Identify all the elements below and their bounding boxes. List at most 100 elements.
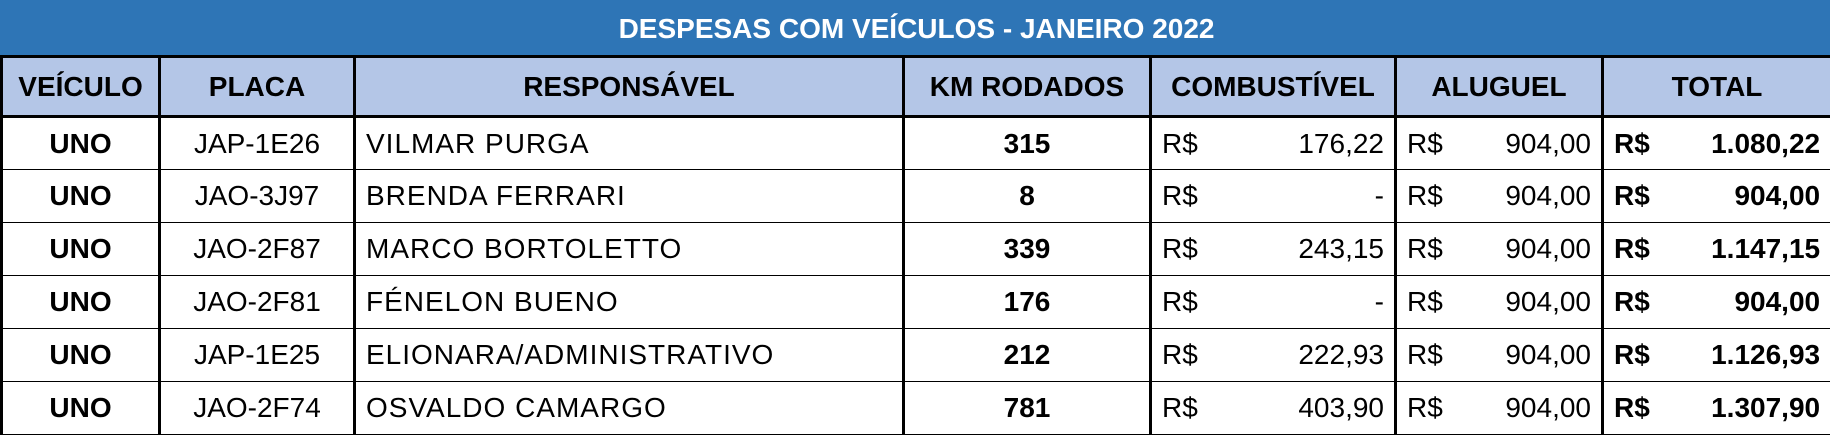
fuel-currency: R$ [1162, 286, 1198, 317]
rent-amount: 904,00 [1505, 286, 1591, 317]
table-body: UNO JAP-1E26 VILMAR PURGA 315 R$ 176,22 R$ 904,… [0, 116, 1830, 435]
rent-amount: 904,00 [1505, 233, 1591, 264]
km: 781 [902, 381, 1152, 435]
total-currency: R$ [1614, 339, 1650, 370]
rent-cell: R$ 904,00 [1394, 381, 1604, 435]
money: R$ 904,00 [1407, 233, 1591, 265]
money: R$ 403,90 [1162, 392, 1384, 424]
data-row: UNO JAO-2F87 MARCO BORTOLETTO 339 R$ 243,15 R$… [0, 222, 1830, 276]
vehicle: UNO [0, 328, 161, 382]
column-header: PLACA [158, 55, 356, 118]
data-row: UNO JAO-3J97 BRENDA FERRARI 8 R$ - R$ 904,00 R$ 9… [0, 169, 1830, 223]
fuel-cell: R$ 243,15 [1149, 222, 1397, 276]
responsible: OSVALDO CAMARGO [353, 381, 905, 435]
vehicle: UNO [0, 116, 161, 170]
money: R$ 176,22 [1162, 128, 1384, 160]
total-amount: 1.080,22 [1711, 127, 1821, 159]
total-amount: 904,00 [1734, 180, 1821, 211]
responsible: FÉNELON BUENO [353, 275, 905, 329]
total-currency: R$ [1614, 233, 1650, 264]
table-title: DESPESAS COM VEÍCULOS - JANEIRO 2022 [0, 0, 1830, 58]
title-row: DESPESAS COM VEÍCULOS - JANEIRO 2022 [0, 0, 1830, 58]
km: 315 [902, 116, 1152, 170]
rent-cell: R$ 904,00 [1394, 169, 1604, 223]
fuel-cell: R$ - [1149, 169, 1397, 223]
data-row: UNO JAO-2F74 OSVALDO CAMARGO 781 R$ 403,90 R$ 9… [0, 381, 1830, 435]
km: 212 [902, 328, 1152, 382]
money: R$ 904,00 [1614, 286, 1820, 318]
total-cell: R$ 1.080,22 [1600, 116, 1830, 170]
plate: JAO-2F74 [158, 381, 356, 435]
fuel-currency: R$ [1162, 392, 1198, 423]
total-amount: 1.307,90 [1711, 392, 1821, 423]
rent-currency: R$ [1407, 392, 1443, 423]
total-amount: 904,00 [1734, 286, 1821, 317]
money: R$ 904,00 [1614, 180, 1820, 212]
money: R$ 904,00 [1407, 286, 1591, 318]
rent-currency: R$ [1407, 127, 1443, 159]
data-row: UNO JAO-2F81 FÉNELON BUENO 176 R$ - R$ 904,00 R$… [0, 275, 1830, 329]
total-currency: R$ [1614, 392, 1650, 423]
total-cell: R$ 1.126,93 [1600, 328, 1830, 382]
rent-currency: R$ [1407, 233, 1443, 264]
total-amount: 1.147,15 [1711, 233, 1821, 264]
plate: JAP-1E25 [158, 328, 356, 382]
header-row: VEÍCULO PLACA RESPONSÁVEL KM RODADOS COMBUST… [0, 55, 1830, 118]
total-cell: R$ 904,00 [1600, 169, 1830, 223]
column-header: RESPONSÁVEL [353, 55, 905, 118]
column-header: VEÍCULO [0, 55, 161, 118]
responsible: BRENDA FERRARI [353, 169, 905, 223]
vehicle: UNO [0, 275, 161, 329]
plate: JAO-3J97 [158, 169, 356, 223]
data-row: UNO JAP-1E25 ELIONARA/ADMINISTRATIVO 212 R$ 2… [0, 328, 1830, 382]
plate: JAP-1E26 [158, 116, 356, 170]
fuel-currency: R$ [1162, 180, 1198, 211]
fuel-currency: R$ [1162, 127, 1198, 159]
money: R$ 243,15 [1162, 233, 1384, 265]
money: R$ 904,00 [1407, 339, 1591, 371]
fuel-amount: - [1374, 180, 1384, 211]
total-cell: R$ 1.307,90 [1600, 381, 1830, 435]
total-currency: R$ [1614, 180, 1650, 211]
rent-amount: 904,00 [1505, 339, 1591, 370]
column-header: ALUGUEL [1394, 55, 1604, 118]
money: R$ 222,93 [1162, 339, 1384, 371]
responsible: VILMAR PURGA [353, 116, 905, 170]
column-header: KM RODADOS [902, 55, 1152, 118]
column-header: TOTAL [1600, 55, 1830, 118]
total-cell: R$ 1.147,15 [1600, 222, 1830, 276]
money: R$ - [1162, 180, 1384, 212]
money: R$ 904,00 [1407, 392, 1591, 424]
rent-cell: R$ 904,00 [1394, 328, 1604, 382]
vehicle: UNO [0, 222, 161, 276]
rent-amount: 904,00 [1505, 180, 1591, 211]
money: R$ 1.126,93 [1614, 339, 1820, 371]
km: 176 [902, 275, 1152, 329]
plate: JAO-2F87 [158, 222, 356, 276]
km: 8 [902, 169, 1152, 223]
rent-cell: R$ 904,00 [1394, 275, 1604, 329]
fuel-amount: 243,15 [1298, 233, 1384, 264]
fuel-amount: 176,22 [1298, 127, 1384, 159]
money: R$ 904,00 [1407, 128, 1591, 160]
rent-amount: 904,00 [1505, 392, 1591, 423]
rent-currency: R$ [1407, 180, 1443, 211]
fuel-amount: 222,93 [1298, 339, 1384, 370]
fuel-currency: R$ [1162, 339, 1198, 370]
rent-cell: R$ 904,00 [1394, 222, 1604, 276]
rent-amount: 904,00 [1505, 127, 1591, 159]
money: R$ - [1162, 286, 1384, 318]
vehicle: UNO [0, 169, 161, 223]
total-cell: R$ 904,00 [1600, 275, 1830, 329]
responsible: ELIONARA/ADMINISTRATIVO [353, 328, 905, 382]
vehicle: UNO [0, 381, 161, 435]
fuel-currency: R$ [1162, 233, 1198, 264]
responsible: MARCO BORTOLETTO [353, 222, 905, 276]
fuel-amount: 403,90 [1298, 392, 1384, 423]
data-row: UNO JAP-1E26 VILMAR PURGA 315 R$ 176,22 R$ 904,… [0, 116, 1830, 170]
rent-currency: R$ [1407, 339, 1443, 370]
km: 339 [902, 222, 1152, 276]
rent-cell: R$ 904,00 [1394, 116, 1604, 170]
total-amount: 1.126,93 [1711, 339, 1821, 370]
